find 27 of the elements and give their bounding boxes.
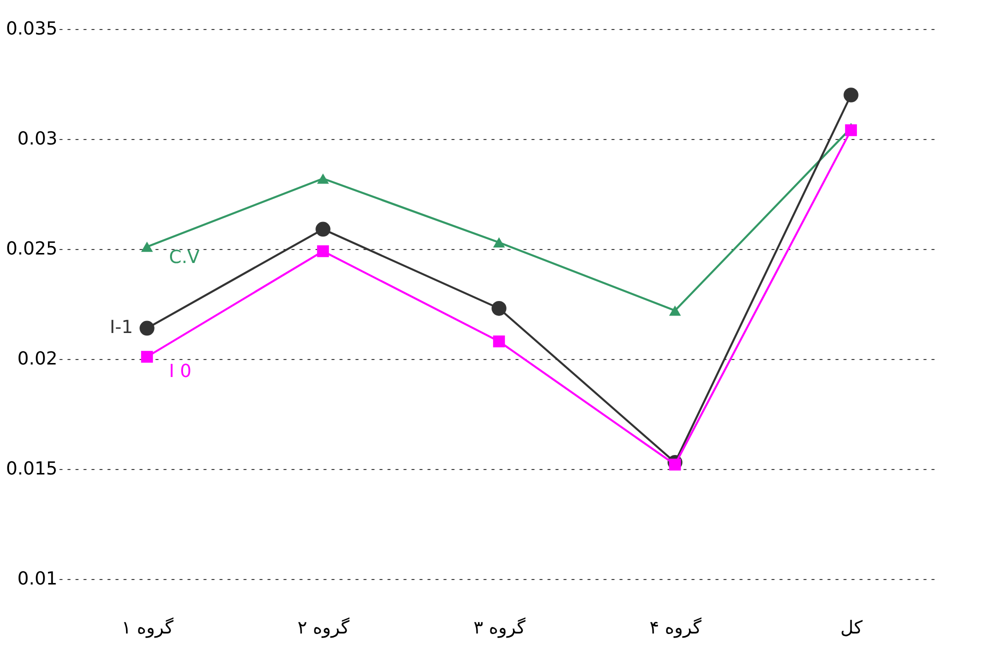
point [316,222,330,237]
y-tick-label: 0.03 [17,128,58,150]
y-tick-label: 0.02 [17,348,58,370]
point [492,301,506,316]
x-tick-label: کل [840,618,864,638]
point [140,320,154,336]
point [317,173,329,184]
y-tick-label: 0.035 [6,18,58,40]
series-label: C.V [169,246,200,268]
x-tick-label: گروه ۳ [473,616,526,638]
point [317,245,329,258]
point [493,335,505,348]
point [844,88,858,102]
point [141,242,153,252]
x-tick-label: گروه ۱ [121,616,174,638]
y-tick-label: 0.015 [6,458,58,480]
point [669,458,681,471]
y-tick-label: 0.025 [6,238,58,260]
point [669,305,681,316]
point [141,350,153,363]
y-tick-label: 0.01 [17,568,58,590]
series-label: I-1 [110,317,133,338]
x-tick-label: گروه ۴ [649,616,702,638]
point [845,124,857,136]
series-label: I 0 [169,360,192,382]
point [493,237,505,248]
x-tick-label: گروه ۲ [297,616,350,638]
